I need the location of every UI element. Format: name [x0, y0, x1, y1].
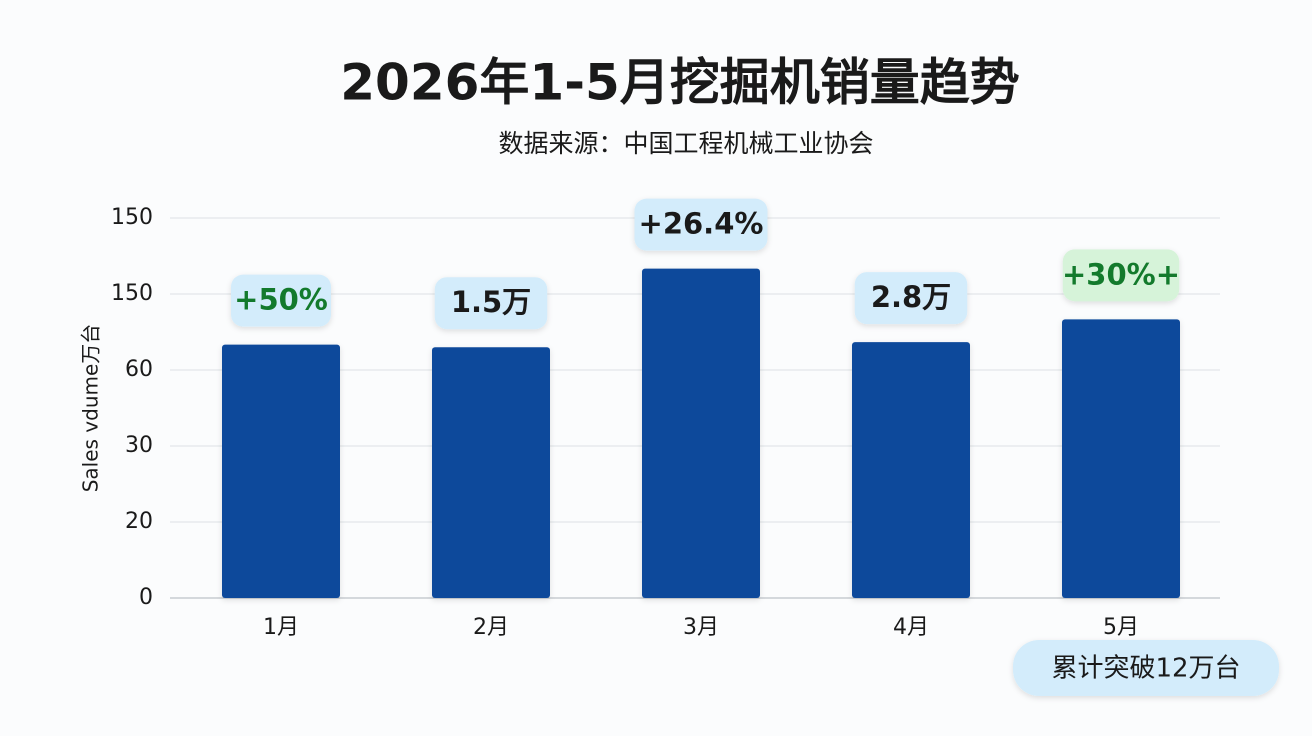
- plot: 1月 +50% 2月 1.5万 3月 +26.4% 4月 2.8万 5月 +30%+ 累计突破12万…: [222, 198, 1279, 696]
- bar: [1062, 319, 1180, 598]
- x-tick-label: 5月: [1103, 615, 1139, 640]
- annotation-bubble: [231, 274, 331, 327]
- bar: [852, 342, 970, 598]
- chart-subtitle: 数据来源：中国工程机械工业协会: [498, 129, 873, 158]
- x-tick-label: 1月: [263, 615, 299, 640]
- bar: [222, 344, 340, 598]
- x-tick-label: 4月: [893, 615, 929, 640]
- annotation: +26.4%: [639, 207, 764, 241]
- x-tick-label: 2月: [473, 615, 509, 640]
- annotation-bubble: [434, 277, 548, 330]
- y-tick-label: 20: [125, 509, 153, 534]
- bar: [642, 268, 760, 598]
- annotation: +30%+: [1062, 257, 1180, 291]
- bar: [432, 347, 550, 598]
- y-axis-label: Sales vdume万台: [79, 324, 103, 493]
- annotation-bubble: [854, 272, 968, 325]
- note-bubble: [1013, 640, 1279, 696]
- annotation: 2.8万: [871, 280, 951, 314]
- y-tick-label: 30: [125, 433, 153, 458]
- y-tick-label: 150: [111, 281, 153, 306]
- annotation: 1.5万: [451, 285, 531, 319]
- x-tick-label: 3月: [683, 615, 719, 640]
- y-tick-label: 60: [125, 357, 153, 382]
- annotation-bubble: [634, 198, 768, 251]
- chart-title: 2026年1-5月挖掘机销量趋势: [340, 54, 1020, 112]
- note: 累计突破12万台: [1051, 654, 1240, 684]
- y-tick-label: 150: [111, 205, 153, 230]
- annotation: +50%: [234, 283, 328, 317]
- y-tick-label: 0: [139, 585, 153, 610]
- annotation-bubble: [1062, 249, 1180, 302]
